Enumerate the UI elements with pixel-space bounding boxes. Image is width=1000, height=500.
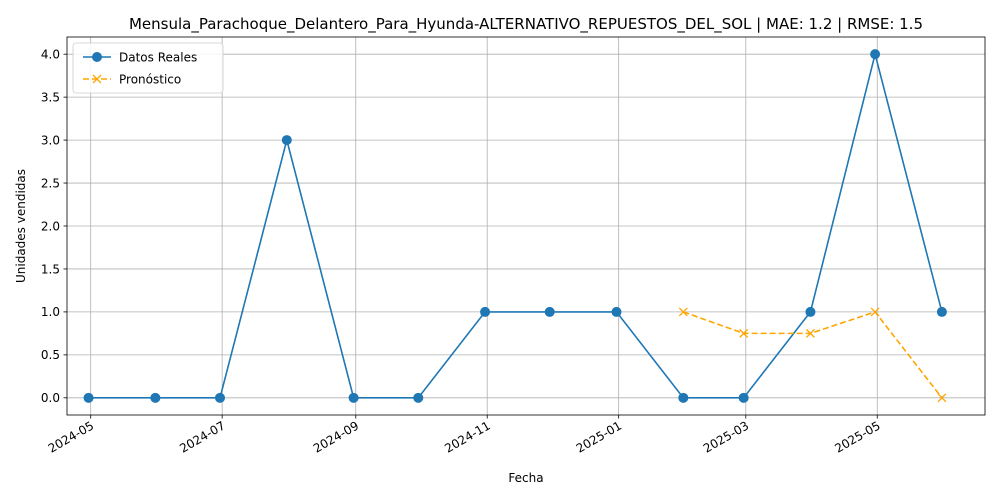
series-1 xyxy=(678,307,947,403)
y-tick-label: 1.0 xyxy=(41,305,60,319)
data-point xyxy=(936,306,947,317)
legend-marker xyxy=(92,74,102,84)
x-tick-label: 2024-05 xyxy=(46,418,96,455)
y-tick-label: 3.5 xyxy=(41,90,60,104)
y-tick-label: 1.5 xyxy=(41,262,60,276)
data-point xyxy=(544,306,555,317)
x-axis-label: Fecha xyxy=(508,471,543,485)
series-layer xyxy=(83,49,947,403)
legend-label: Pronóstico xyxy=(119,72,181,86)
data-point xyxy=(413,392,424,403)
data-point xyxy=(150,392,161,403)
series-0 xyxy=(83,49,947,403)
y-tick-label: 2.0 xyxy=(41,219,60,233)
x-tick-label: 2024-07 xyxy=(177,418,227,455)
legend-item: Pronóstico xyxy=(83,72,181,86)
data-point xyxy=(870,307,880,317)
x-tick-label: 2024-09 xyxy=(311,418,361,455)
series-line xyxy=(88,53,943,399)
data-point xyxy=(805,328,815,338)
legend-marker xyxy=(92,52,102,62)
data-point xyxy=(348,392,359,403)
x-tick-label: 2024-11 xyxy=(442,418,492,455)
data-point xyxy=(480,306,491,317)
x-tick-label: 2025-05 xyxy=(832,418,882,455)
x-tick-label: 2025-03 xyxy=(701,418,751,455)
data-point xyxy=(739,328,749,338)
y-tick-label: 3.0 xyxy=(41,133,60,147)
y-tick-label: 4.0 xyxy=(41,47,60,61)
x-axis: 2024-05 2024-07 2024-09 2024-11 2025-01 2025-… xyxy=(46,415,883,456)
data-point xyxy=(937,393,947,403)
data-point xyxy=(215,392,225,403)
y-tick-label: 0.0 xyxy=(41,391,60,405)
legend-label: Datos Reales xyxy=(119,50,197,64)
data-point xyxy=(738,392,749,403)
data-point xyxy=(281,135,292,146)
data-point xyxy=(83,392,94,403)
data-point xyxy=(678,392,689,403)
chart-title: Mensula_Parachoque_Delantero_Para_Hyunda… xyxy=(129,15,923,34)
legend-item: Datos Reales xyxy=(83,50,197,64)
data-point xyxy=(805,306,816,317)
y-tick-label: 2.5 xyxy=(41,176,60,190)
y-axis-label: Unidades vendidas xyxy=(14,169,28,283)
legend-box xyxy=(72,42,224,94)
x-tick-label: 2025-01 xyxy=(574,418,624,455)
data-point xyxy=(870,49,881,60)
data-point xyxy=(611,306,622,317)
legend: Datos Reales Pronóstico xyxy=(72,42,224,94)
data-point xyxy=(678,307,688,317)
y-axis: 0.0 0.5 1.0 1.5 2.0 2.5 3.0 3.5 4.0 xyxy=(41,47,67,405)
y-tick-label: 0.5 xyxy=(41,348,60,362)
grid xyxy=(67,37,985,415)
